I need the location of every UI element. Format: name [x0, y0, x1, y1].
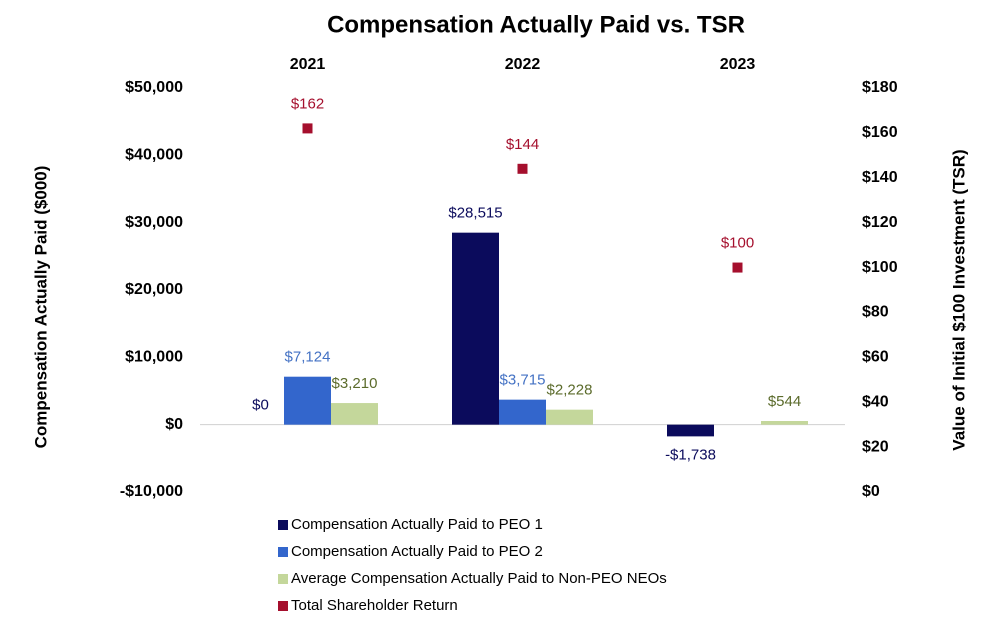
y-tick-label: -$10,000 [120, 483, 183, 500]
value-label: $28,515 [448, 205, 502, 222]
x-tick-label: 2021 [290, 56, 326, 73]
value-label: $100 [721, 235, 754, 252]
y2-tick-label: $140 [862, 169, 898, 186]
y-tick-label: $40,000 [125, 147, 183, 164]
legend-label: Average Compensation Actually Paid to No… [291, 570, 667, 587]
tsr-marker [302, 123, 313, 134]
legend-swatch [278, 547, 288, 557]
value-label: $7,124 [285, 349, 331, 366]
legend-swatch [278, 520, 288, 530]
y-tick-label: $50,000 [125, 79, 183, 96]
y2-tick-label: $180 [862, 79, 898, 96]
value-label: $544 [768, 393, 801, 410]
bar [452, 232, 499, 425]
bar [667, 424, 714, 437]
chart-title: Compensation Actually Paid vs. TSR [327, 11, 745, 38]
value-label: -$1,738 [665, 446, 716, 463]
y2-tick-label: $40 [862, 393, 889, 410]
legend-label: Total Shareholder Return [291, 597, 458, 614]
y-tick-label: $30,000 [125, 214, 183, 231]
value-label: $3,715 [500, 372, 546, 389]
y-tick-label: $0 [165, 416, 183, 433]
legend-swatch [278, 601, 288, 611]
y-tick-label: $10,000 [125, 349, 183, 366]
bar [284, 376, 331, 425]
bar [546, 409, 593, 425]
tsr-marker [517, 163, 528, 174]
bar [499, 399, 546, 425]
y2-tick-label: $20 [862, 438, 889, 455]
x-tick-label: 2023 [720, 56, 756, 73]
y2-tick-label: $100 [862, 259, 898, 276]
value-label: $3,210 [332, 375, 378, 392]
legend-label: Compensation Actually Paid to PEO 2 [291, 543, 543, 560]
bar [761, 421, 808, 425]
legend-label: Compensation Actually Paid to PEO 1 [291, 516, 543, 533]
y-tick-label: $20,000 [125, 281, 183, 298]
value-label: $162 [291, 95, 324, 112]
legend-swatch [278, 574, 288, 584]
y2-tick-label: $120 [862, 214, 898, 231]
y2-tick-label: $80 [862, 304, 889, 321]
x-tick-label: 2022 [505, 56, 541, 73]
bar [331, 403, 378, 425]
y2-axis-title: Value of Initial $100 Investment (TSR) [949, 149, 968, 450]
tsr-marker [732, 262, 743, 273]
value-label: $144 [506, 136, 539, 153]
value-label: $2,228 [547, 382, 593, 399]
value-label: $0 [252, 397, 269, 414]
y2-tick-label: $0 [862, 483, 880, 500]
y-axis-title: Compensation Actually Paid ($000) [31, 166, 50, 449]
y2-tick-label: $60 [862, 349, 889, 366]
y2-tick-label: $160 [862, 124, 898, 141]
